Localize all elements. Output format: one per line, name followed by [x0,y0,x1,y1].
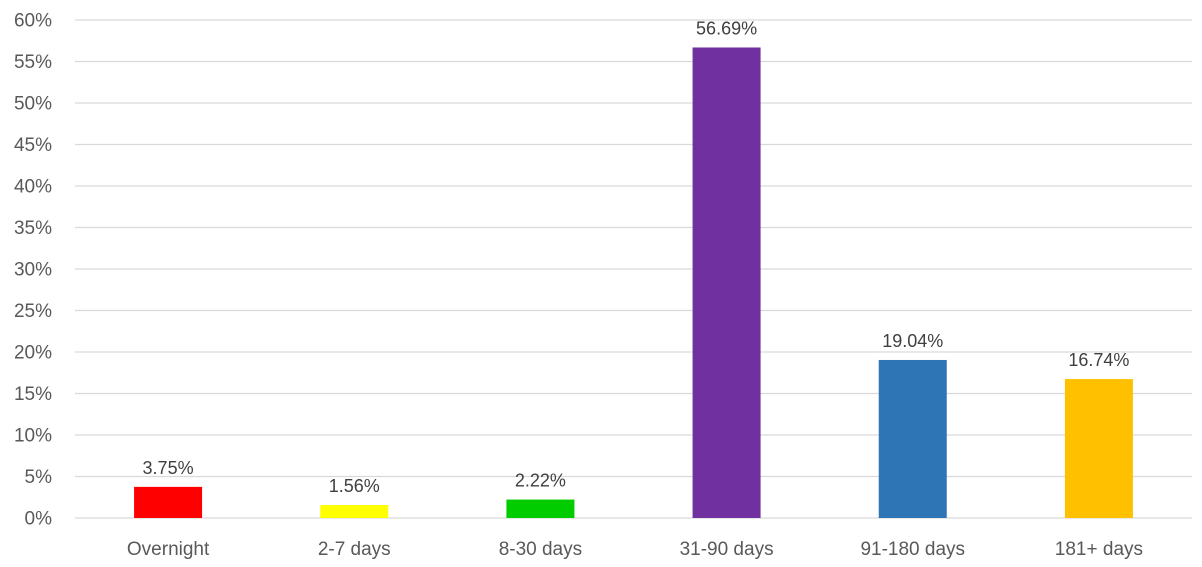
data-label: 3.75% [143,458,194,478]
y-tick-label: 30% [14,260,52,281]
y-tick-label: 40% [14,177,52,198]
data-label: 16.74% [1068,350,1129,370]
y-tick-label: 35% [14,218,52,239]
x-category-label: 91-180 days [860,539,965,560]
x-category-label: 31-90 days [680,539,774,560]
y-tick-label: 55% [14,52,52,73]
data-labels: 3.75% 1.56% 2.22% 56.69% 19.04% 16.74% [143,18,1130,496]
data-label: 1.56% [329,476,380,496]
x-category-label: Overnight [127,539,210,560]
bars [134,47,1133,519]
y-tick-label: 15% [14,384,52,405]
bar-31-90-days [692,47,761,519]
y-tick-label: 25% [14,301,52,322]
y-tick-label: 5% [25,467,53,488]
x-category-label: 2-7 days [318,539,391,560]
data-label: 2.22% [515,471,566,491]
x-axis-category-labels: Overnight 2-7 days 8-30 days 31-90 days 91-1… [127,539,1143,560]
data-label: 19.04% [882,331,943,351]
bar-91-180-days [878,359,947,518]
data-label: 56.69% [696,18,757,38]
bar-181-days [1064,379,1133,518]
y-tick-label: 45% [14,135,52,156]
y-tick-label: 0% [25,509,53,530]
bar-overnight [134,486,203,518]
bar-2-7-days [320,505,389,518]
y-tick-label: 60% [14,11,52,32]
x-category-label: 181+ days [1055,539,1143,560]
y-tick-label: 50% [14,94,52,115]
y-tick-label: 10% [14,426,52,447]
x-category-label: 8-30 days [499,539,582,560]
y-axis-tick-labels: 0% 5% 10% 15% 20% 25% 30% 35% 40% 45% 50% 55% 60% [14,11,52,530]
bar-8-30-days [506,499,575,518]
gridlines [75,19,1192,519]
y-tick-label: 20% [14,343,52,364]
